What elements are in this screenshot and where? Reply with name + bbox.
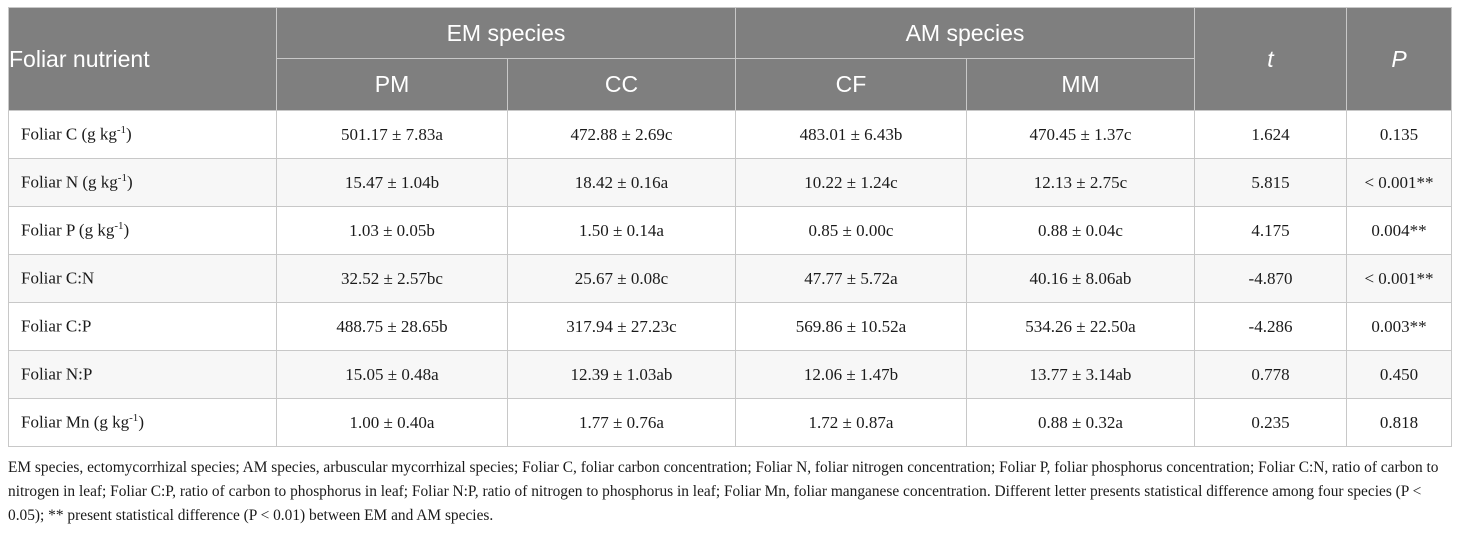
row-label-sup: -1 xyxy=(114,220,124,233)
cell-mm: 470.45 ± 1.37c xyxy=(966,110,1195,159)
cell-pm: 1.03 ± 0.05b xyxy=(276,206,508,255)
cell-cf: 1.72 ± 0.87a xyxy=(735,398,967,447)
cell-p: 0.003** xyxy=(1346,302,1452,351)
row-label-text: Foliar P (g kg xyxy=(21,220,115,240)
cell-p: 0.818 xyxy=(1346,398,1452,447)
row-label-sup: -1 xyxy=(117,172,127,185)
table-row: Foliar N (g kg-1) 15.47 ± 1.04b 18.42 ± … xyxy=(8,158,1452,207)
table-footnote: EM species, ectomycorrhizal species; AM … xyxy=(8,459,1439,524)
cell-cf: 0.85 ± 0.00c xyxy=(735,206,967,255)
cell-cc: 25.67 ± 0.08c xyxy=(507,254,736,303)
cell-mm: 0.88 ± 0.32a xyxy=(966,398,1195,447)
cell-t: -4.870 xyxy=(1194,254,1347,303)
cell-p: 0.004** xyxy=(1346,206,1452,255)
row-label: Foliar C:P xyxy=(8,302,277,351)
row-label-tail: ) xyxy=(126,172,133,192)
row-label-tail: ) xyxy=(123,220,130,240)
table-row: Foliar C (g kg-1) 501.17 ± 7.83a 472.88 … xyxy=(8,110,1452,159)
row-label-sup: -1 xyxy=(116,124,127,137)
table-row: Foliar C:P 488.75 ± 28.65b 317.94 ± 27.2… xyxy=(8,302,1452,351)
nutrient-table: Foliar nutrient EM species AM species t … xyxy=(8,7,1452,447)
header-cf: CF xyxy=(735,58,967,111)
cell-cc: 472.88 ± 2.69c xyxy=(507,110,736,159)
row-label-sup: -1 xyxy=(129,412,139,425)
cell-pm: 15.05 ± 0.48a xyxy=(276,350,508,399)
row-label: Foliar C (g kg-1) xyxy=(8,110,277,159)
cell-t: 1.624 xyxy=(1194,110,1347,159)
cell-cc: 1.77 ± 0.76a xyxy=(507,398,736,447)
cell-cf: 47.77 ± 5.72a xyxy=(735,254,967,303)
row-label: Foliar C:N xyxy=(8,254,277,303)
header-foliar-nutrient: Foliar nutrient xyxy=(8,7,277,111)
cell-cf: 483.01 ± 6.43b xyxy=(735,110,967,159)
cell-cc: 12.39 ± 1.03ab xyxy=(507,350,736,399)
cell-t: 0.235 xyxy=(1194,398,1347,447)
row-label: Foliar N:P xyxy=(8,350,277,399)
cell-pm: 15.47 ± 1.04b xyxy=(276,158,508,207)
row-label-text: Foliar N (g kg xyxy=(21,172,118,192)
cell-cf: 569.86 ± 10.52a xyxy=(735,302,967,351)
cell-mm: 0.88 ± 0.04c xyxy=(966,206,1195,255)
header-pm: PM xyxy=(276,58,508,111)
table-row: Foliar P (g kg-1) 1.03 ± 0.05b 1.50 ± 0.… xyxy=(8,206,1452,255)
cell-p: 0.135 xyxy=(1346,110,1452,159)
row-label-text: Foliar C:N xyxy=(21,268,95,288)
row-label-text: Foliar Mn (g kg xyxy=(21,412,130,432)
row-label-tail: ) xyxy=(126,124,132,144)
row-label-text: Foliar C:P xyxy=(21,316,92,336)
cell-t: 5.815 xyxy=(1194,158,1347,207)
cell-cc: 1.50 ± 0.14a xyxy=(507,206,736,255)
row-label-tail: ) xyxy=(138,412,144,432)
cell-pm: 501.17 ± 7.83a xyxy=(276,110,508,159)
cell-cf: 12.06 ± 1.47b xyxy=(735,350,967,399)
cell-mm: 13.77 ± 3.14ab xyxy=(966,350,1195,399)
header-t: t xyxy=(1194,7,1347,111)
header-am-species: AM species xyxy=(735,7,1195,59)
row-label: Foliar N (g kg-1) xyxy=(8,158,277,207)
row-label: Foliar P (g kg-1) xyxy=(8,206,277,255)
cell-t: 4.175 xyxy=(1194,206,1347,255)
row-label-text: Foliar C (g kg xyxy=(21,124,117,144)
header-em-species: EM species xyxy=(276,7,736,59)
cell-t: -4.286 xyxy=(1194,302,1347,351)
table-row: Foliar C:N 32.52 ± 2.57bc 25.67 ± 0.08c … xyxy=(8,254,1452,303)
cell-p: < 0.001** xyxy=(1346,254,1452,303)
cell-cf: 10.22 ± 1.24c xyxy=(735,158,967,207)
cell-pm: 1.00 ± 0.40a xyxy=(276,398,508,447)
cell-mm: 40.16 ± 8.06ab xyxy=(966,254,1195,303)
cell-mm: 12.13 ± 2.75c xyxy=(966,158,1195,207)
row-label: Foliar Mn (g kg-1) xyxy=(8,398,277,447)
cell-t: 0.778 xyxy=(1194,350,1347,399)
row-label-text: Foliar N:P xyxy=(21,364,93,384)
cell-cc: 18.42 ± 0.16a xyxy=(507,158,736,207)
cell-mm: 534.26 ± 22.50a xyxy=(966,302,1195,351)
table-row: Foliar N:P 15.05 ± 0.48a 12.39 ± 1.03ab … xyxy=(8,350,1452,399)
cell-pm: 488.75 ± 28.65b xyxy=(276,302,508,351)
table-row: Foliar Mn (g kg-1) 1.00 ± 0.40a 1.77 ± 0… xyxy=(8,398,1452,447)
header-mm: MM xyxy=(966,58,1195,111)
header-p: P xyxy=(1346,7,1452,111)
cell-cc: 317.94 ± 27.23c xyxy=(507,302,736,351)
cell-p: < 0.001** xyxy=(1346,158,1452,207)
cell-pm: 32.52 ± 2.57bc xyxy=(276,254,508,303)
header-cc: CC xyxy=(507,58,736,111)
cell-p: 0.450 xyxy=(1346,350,1452,399)
